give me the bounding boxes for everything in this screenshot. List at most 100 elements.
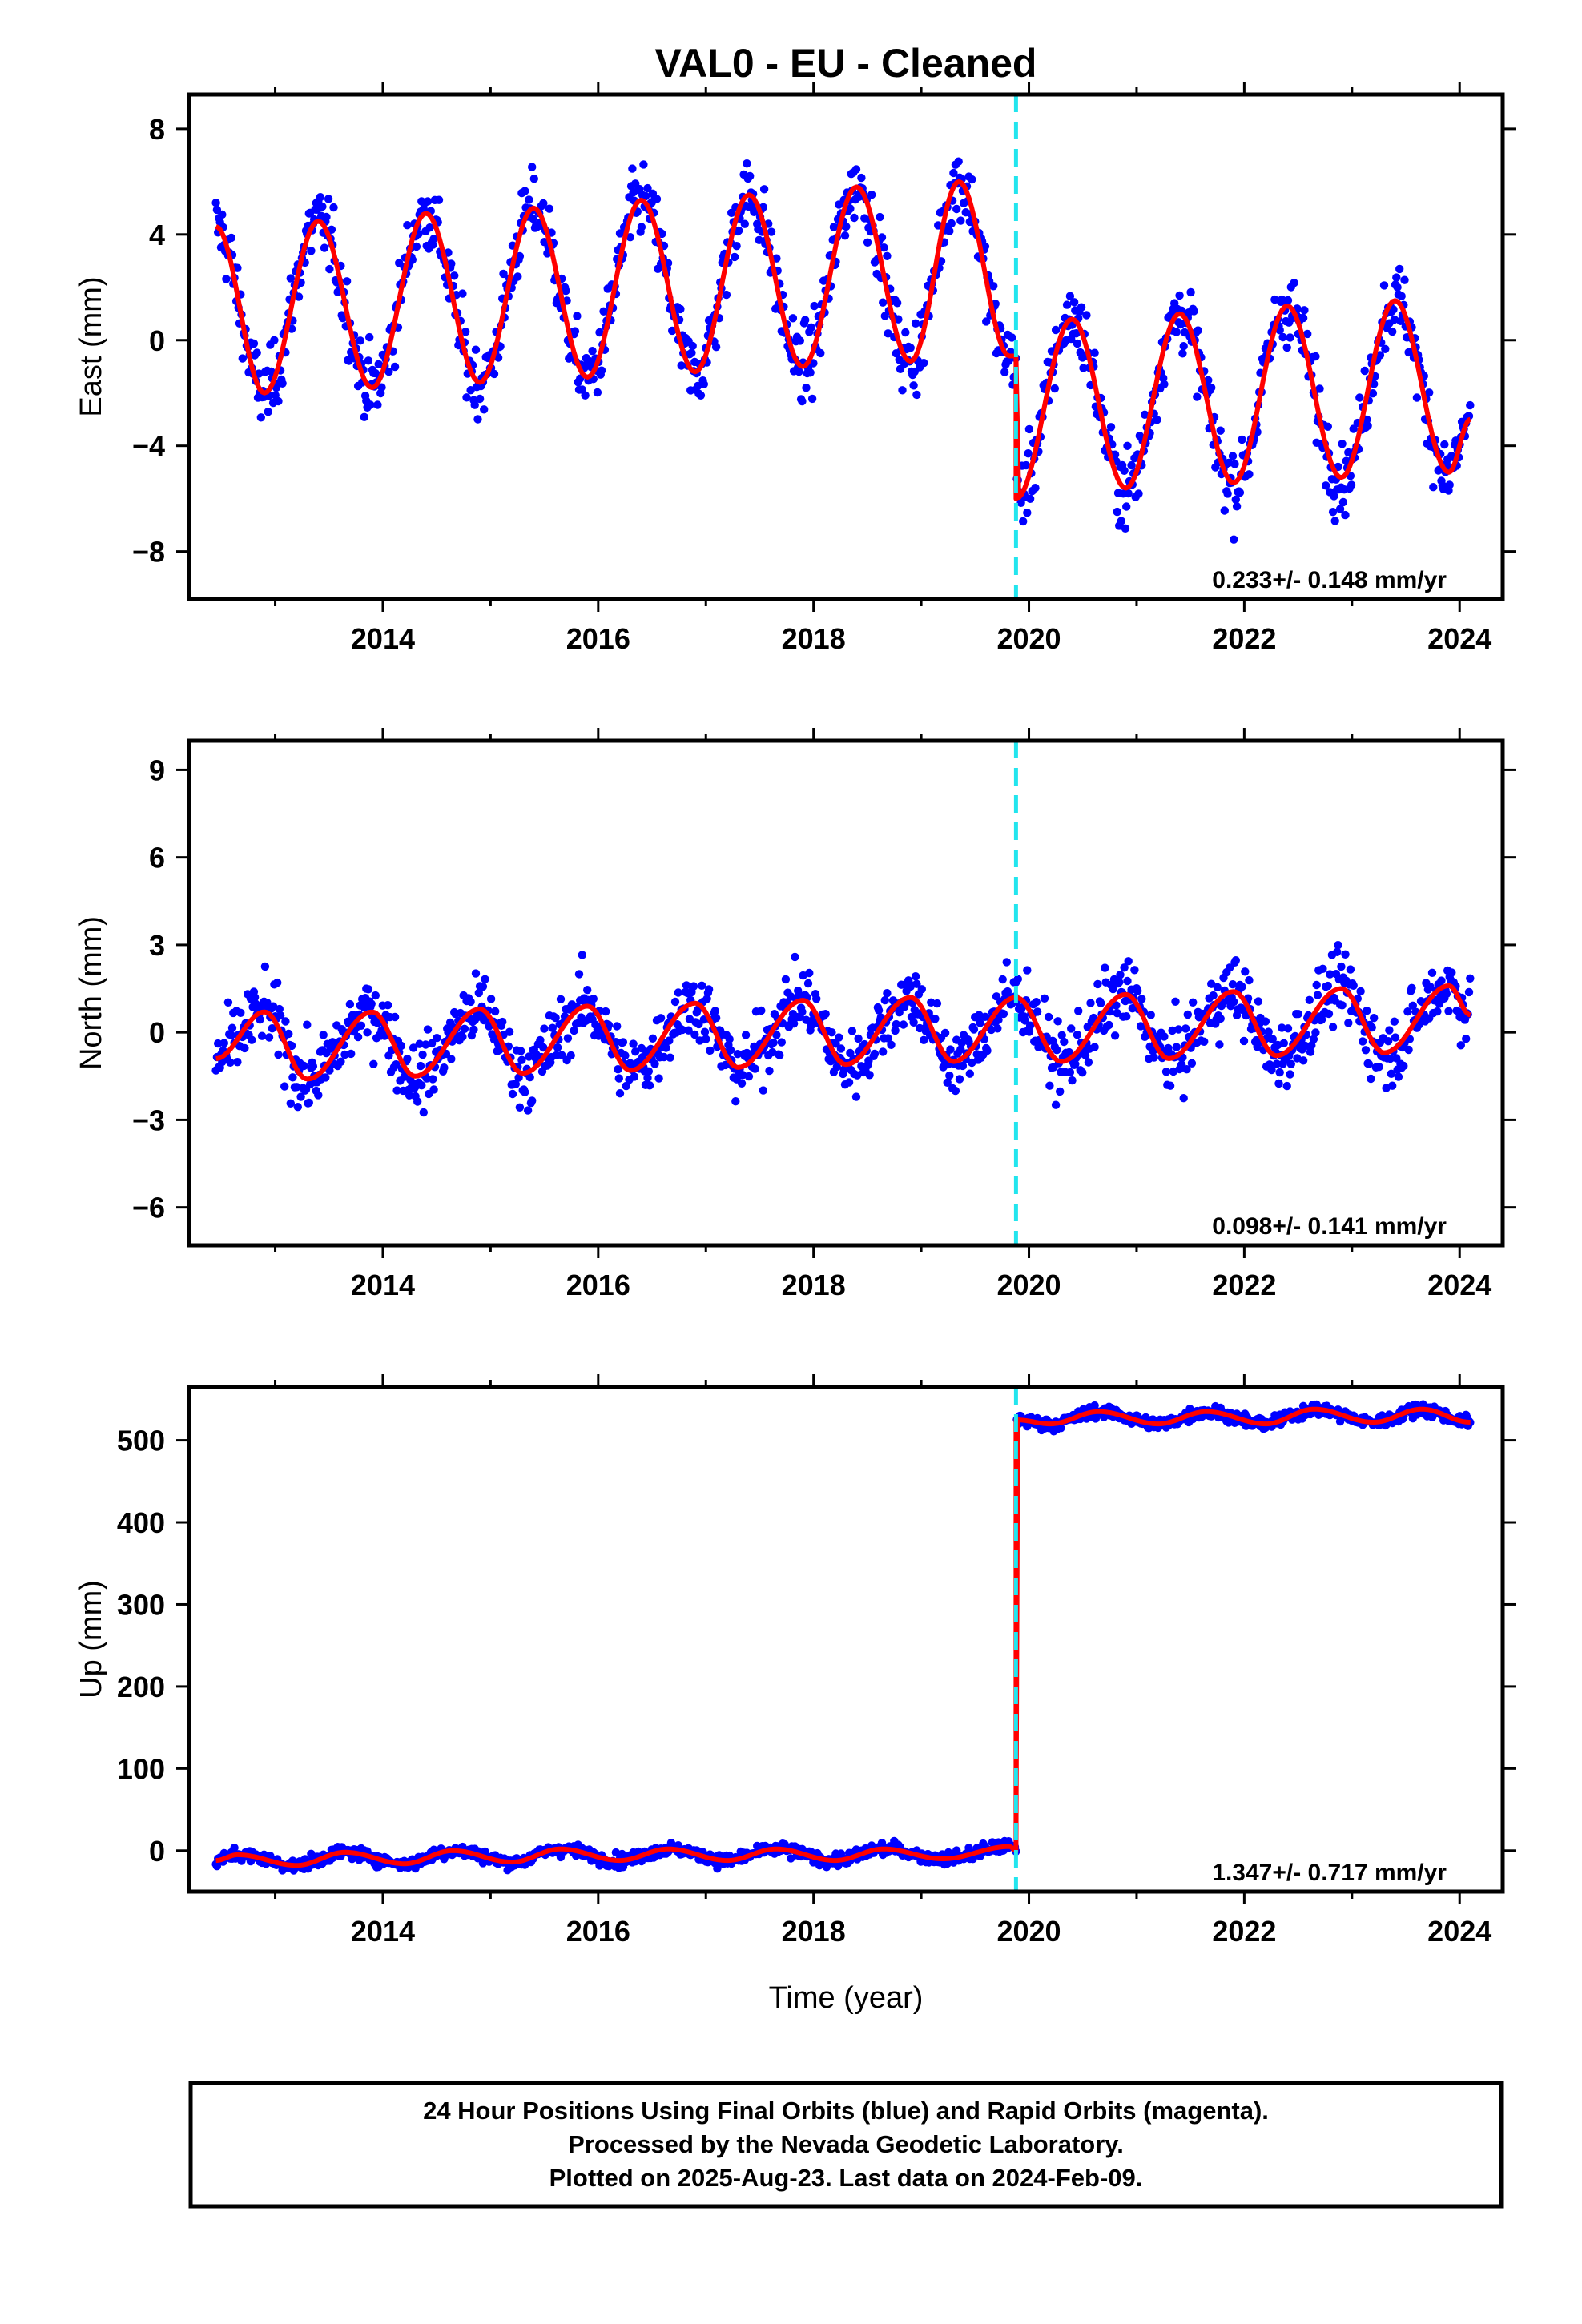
data-point	[458, 1032, 467, 1041]
data-point	[759, 185, 769, 194]
data-point	[1338, 497, 1348, 507]
data-point	[1207, 383, 1216, 392]
data-point	[1149, 1053, 1158, 1062]
data-point	[1002, 958, 1012, 967]
data-point	[1426, 983, 1435, 991]
data-point	[521, 1088, 529, 1096]
data-point	[1349, 981, 1358, 991]
east-model-line	[215, 179, 1472, 501]
data-point	[539, 199, 548, 208]
data-point	[1175, 291, 1184, 300]
data-point	[284, 1029, 293, 1039]
data-point	[688, 341, 697, 351]
data-point	[1117, 517, 1126, 525]
data-point	[1375, 1063, 1383, 1072]
data-point	[1172, 328, 1181, 336]
data-point	[1344, 448, 1353, 457]
data-point	[548, 1023, 557, 1032]
data-point	[275, 1004, 284, 1014]
data-point	[1447, 968, 1456, 977]
data-point	[1124, 489, 1133, 498]
y-tick-label: 3	[149, 929, 165, 962]
data-point	[219, 1039, 228, 1047]
data-point	[847, 1027, 857, 1035]
up-axis-label: Up (mm)	[74, 1580, 108, 1699]
data-point	[1068, 1076, 1077, 1085]
data-point	[775, 1051, 784, 1059]
data-point	[945, 227, 954, 235]
data-point	[1223, 489, 1232, 498]
data-point	[1168, 1026, 1177, 1035]
data-point	[912, 390, 921, 400]
x-tick-label: 2018	[782, 1269, 846, 1301]
data-point	[423, 197, 433, 206]
data-point	[1323, 422, 1333, 431]
y-tick-label: 300	[117, 1588, 165, 1621]
data-point	[562, 286, 570, 296]
data-point	[1182, 1065, 1191, 1074]
data-point	[238, 354, 247, 363]
data-point	[639, 160, 648, 169]
x-tick-label: 2016	[566, 1269, 630, 1301]
data-point	[801, 316, 810, 324]
data-point	[730, 252, 739, 262]
data-point	[1137, 995, 1146, 1003]
data-point	[233, 1058, 242, 1067]
data-point	[1025, 494, 1035, 503]
data-point	[1311, 1028, 1320, 1037]
data-point	[1113, 507, 1121, 517]
data-point	[1282, 343, 1291, 352]
data-point	[545, 204, 554, 213]
data-point	[891, 1026, 900, 1035]
data-point	[1204, 376, 1213, 384]
y-tick-label: 0	[149, 1016, 165, 1049]
data-point	[1338, 440, 1347, 448]
data-point	[566, 1051, 575, 1060]
data-point	[227, 1023, 237, 1032]
data-point	[1361, 1046, 1371, 1055]
data-point	[1057, 1031, 1066, 1040]
data-point	[429, 235, 438, 243]
data-point	[1245, 975, 1254, 985]
data-point	[1326, 970, 1334, 979]
data-point	[807, 394, 817, 404]
data-point	[1330, 492, 1338, 501]
data-point	[829, 223, 839, 231]
data-point	[1239, 1036, 1249, 1046]
data-point	[1275, 1068, 1284, 1077]
data-point	[883, 251, 892, 260]
data-point	[1207, 979, 1216, 988]
data-point	[1065, 292, 1075, 300]
data-point	[470, 400, 479, 409]
data-point	[515, 251, 525, 261]
data-point	[1349, 424, 1358, 433]
data-point	[508, 1089, 517, 1099]
data-point	[274, 396, 283, 406]
data-point	[1403, 1007, 1412, 1016]
data-point	[678, 1025, 687, 1035]
data-point	[955, 1075, 964, 1084]
data-point	[425, 223, 434, 232]
data-point	[1194, 326, 1202, 335]
data-point	[1130, 966, 1139, 975]
data-point	[1238, 435, 1246, 444]
data-point	[347, 1049, 356, 1059]
data-point	[721, 1060, 730, 1070]
data-point	[1178, 349, 1187, 358]
data-point	[795, 336, 804, 345]
x-tick-label: 2014	[351, 622, 415, 655]
data-point	[593, 388, 602, 397]
data-point	[1283, 1024, 1293, 1033]
data-point	[851, 1092, 861, 1101]
data-point	[415, 1039, 424, 1048]
data-point	[403, 1055, 412, 1063]
data-point	[458, 289, 467, 298]
data-point	[250, 993, 260, 1002]
data-point	[1082, 311, 1091, 320]
east-rate-label: 0.233+/- 0.148 mm/yr	[1212, 567, 1447, 593]
data-point	[1383, 1037, 1393, 1046]
data-point	[968, 175, 976, 184]
data-point	[1400, 275, 1409, 284]
data-point	[1347, 480, 1356, 489]
